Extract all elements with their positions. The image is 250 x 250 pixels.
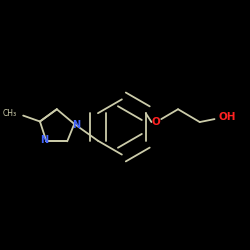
Text: N: N xyxy=(72,120,80,130)
Text: OH: OH xyxy=(218,112,236,122)
Text: N: N xyxy=(40,135,48,145)
Text: CH₃: CH₃ xyxy=(2,109,16,118)
Text: O: O xyxy=(152,117,161,127)
